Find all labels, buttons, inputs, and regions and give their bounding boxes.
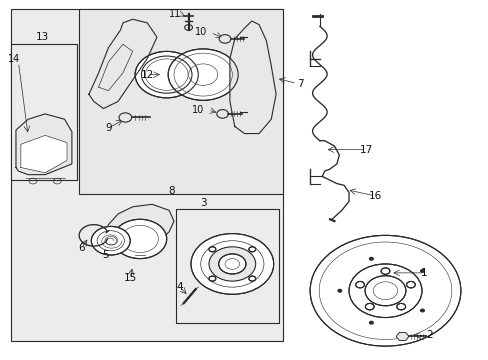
Text: 11: 11 [169, 9, 181, 19]
Bar [79, 9, 283, 194]
Text: 16: 16 [368, 191, 382, 201]
Text: 17: 17 [359, 145, 372, 155]
Text: 3: 3 [200, 198, 206, 208]
Text: 10: 10 [192, 105, 204, 115]
Bar [176, 208, 278, 323]
Circle shape [365, 303, 373, 310]
Bar [11, 9, 283, 341]
Text: 8: 8 [168, 186, 175, 196]
Text: 12: 12 [141, 69, 154, 80]
Text: 2: 2 [425, 330, 432, 341]
Circle shape [208, 247, 215, 252]
Circle shape [219, 35, 230, 43]
Circle shape [355, 282, 364, 288]
Circle shape [208, 247, 255, 281]
Circle shape [368, 257, 372, 260]
Text: 4: 4 [176, 282, 183, 292]
Circle shape [248, 276, 255, 281]
Text: 10: 10 [194, 27, 206, 37]
Text: 7: 7 [297, 78, 303, 89]
Circle shape [135, 51, 198, 98]
Circle shape [113, 219, 166, 258]
Circle shape [420, 270, 424, 273]
Text: 1: 1 [420, 268, 427, 278]
Circle shape [218, 254, 245, 274]
Polygon shape [16, 114, 72, 175]
Circle shape [348, 264, 421, 318]
Circle shape [248, 247, 255, 252]
Polygon shape [89, 19, 157, 109]
Circle shape [208, 276, 215, 281]
Circle shape [365, 276, 405, 306]
Circle shape [119, 113, 131, 122]
Circle shape [337, 289, 341, 292]
Circle shape [368, 321, 372, 324]
Text: 15: 15 [123, 273, 137, 283]
Text: 14: 14 [8, 54, 20, 64]
Polygon shape [229, 21, 276, 134]
Polygon shape [103, 204, 174, 249]
Circle shape [168, 49, 238, 100]
Circle shape [380, 268, 389, 274]
Circle shape [91, 226, 130, 255]
Circle shape [420, 309, 424, 312]
Circle shape [191, 234, 273, 294]
Polygon shape [395, 332, 408, 341]
Bar [11, 44, 77, 180]
Text: 9: 9 [105, 123, 111, 133]
Text: 5: 5 [102, 250, 109, 260]
Text: 6: 6 [78, 243, 85, 253]
Circle shape [309, 235, 460, 346]
Circle shape [216, 110, 228, 118]
Text: 13: 13 [36, 32, 49, 42]
Polygon shape [21, 135, 67, 173]
Circle shape [396, 303, 405, 310]
Circle shape [406, 282, 414, 288]
